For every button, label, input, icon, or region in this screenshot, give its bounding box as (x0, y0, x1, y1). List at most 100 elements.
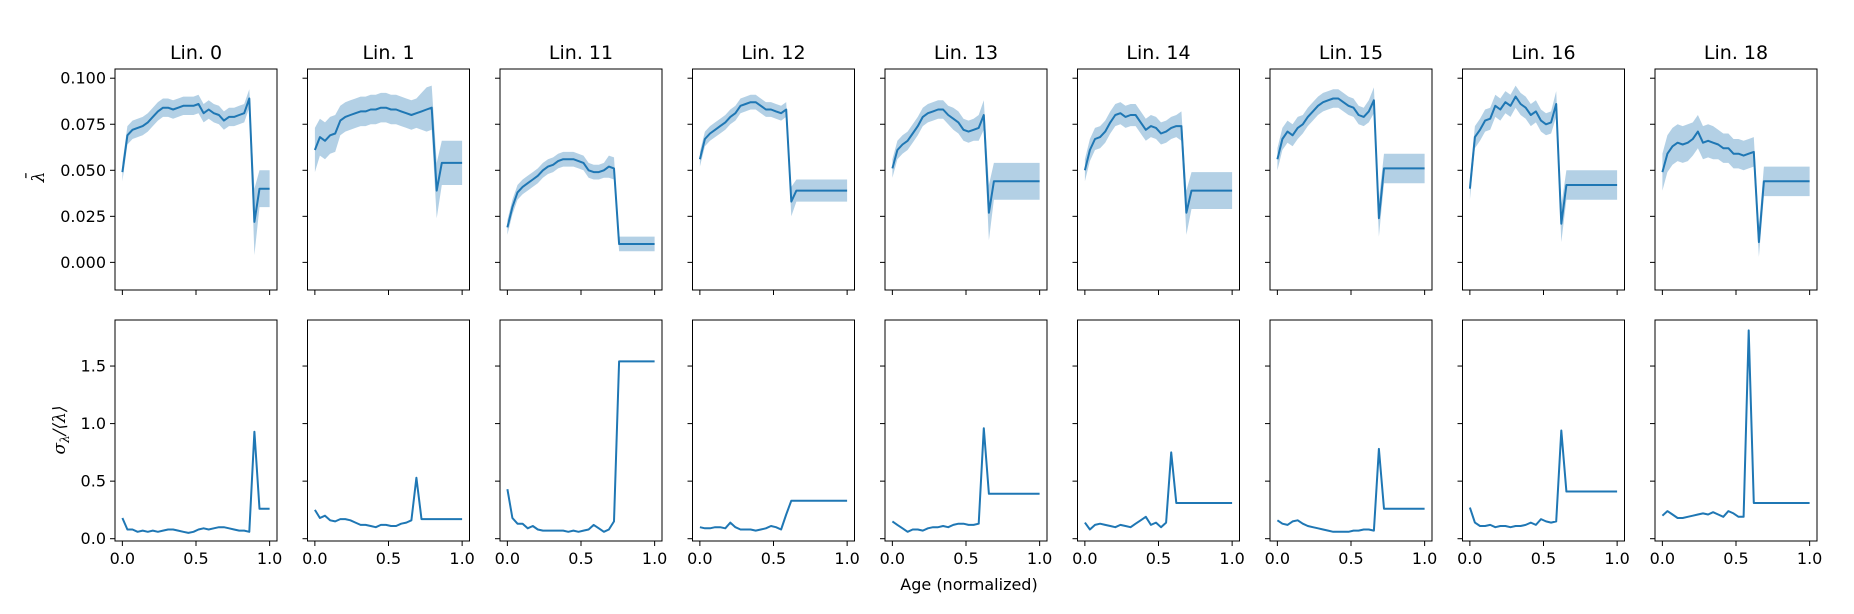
mean-line (121, 97, 270, 223)
x-tick-label: 1.0 (1604, 549, 1629, 568)
confidence-band (892, 100, 1040, 241)
y-tick-label: 0.075 (60, 115, 106, 134)
panel-title: Lin. 11 (549, 42, 613, 64)
y-label-mid: /⟨ (50, 423, 70, 438)
panel-7: Lin. 16 0.0 0.5 1.0 (1457, 42, 1630, 568)
x-tick-label: 0.5 (376, 549, 401, 568)
y-tick-label: 1.5 (81, 357, 106, 376)
x-tick-label: 0.0 (1072, 549, 1097, 568)
panel-title: Lin. 15 (1319, 42, 1383, 64)
confidence-band (1662, 115, 1810, 257)
x-tick-label: 0.0 (880, 549, 905, 568)
mean-line (313, 106, 463, 192)
spread-line (121, 430, 270, 534)
spread-line (891, 427, 1040, 533)
confidence-band (1277, 87, 1425, 237)
bottom-axes-frame (692, 319, 855, 542)
x-tick-label: 0.5 (183, 549, 208, 568)
mean-line (1276, 97, 1425, 220)
x-tick-label: 0.0 (687, 549, 712, 568)
y-label-close: ⟩ (50, 405, 70, 413)
x-tick-label: 0.5 (953, 549, 978, 568)
x-tick-label: 0.0 (302, 549, 327, 568)
x-tick-label: 0.5 (1146, 549, 1171, 568)
x-tick-label: 1.0 (449, 549, 474, 568)
bottom-axes-frame (499, 319, 663, 542)
spread-line (506, 360, 655, 533)
x-tick-label: 0.0 (1457, 549, 1482, 568)
panel-title: Lin. 13 (934, 42, 998, 64)
confidence-band (699, 94, 848, 217)
panel-title: Lin. 14 (1126, 42, 1190, 64)
panel-5: Lin. 14 0.0 0.5 1.0 (1072, 42, 1245, 568)
x-tick-label: 1.0 (257, 549, 282, 568)
spread-line (1661, 329, 1810, 519)
y-axis-label-bottom: σλ/⟨λ⟩ (50, 405, 72, 454)
x-tick-label: 0.0 (495, 549, 520, 568)
x-tick-label: 0.5 (1338, 549, 1363, 568)
x-tick-label: 0.0 (1650, 549, 1675, 568)
panel-title: Lin. 0 (170, 42, 222, 64)
panel-8: Lin. 18 0.0 0.5 1.0 (1650, 42, 1823, 568)
mean-line (1468, 95, 1618, 225)
bottom-axes-frame (307, 319, 470, 542)
x-tick-label: 1.0 (1219, 549, 1244, 568)
confidence-band (314, 85, 463, 219)
panel-4: Lin. 13 0.0 0.5 1.0 (880, 42, 1053, 568)
mean-line (891, 108, 1040, 214)
bottom-axes-frame (1654, 319, 1818, 542)
x-tick-label: 0.5 (1531, 549, 1556, 568)
y-label-bottom-text: σλ/⟨λ⟩ (50, 405, 72, 454)
bottom-axes-frame (1462, 319, 1625, 542)
y-tick-label: 0.5 (81, 472, 106, 491)
confidence-band (1469, 85, 1618, 243)
panel-2: Lin. 11 0.0 0.5 1.0 (495, 42, 668, 568)
y-label-top-accent: ¯ (23, 172, 43, 181)
panel-title: Lin. 12 (741, 42, 805, 64)
confidence-band (1084, 102, 1233, 235)
x-tick-label: 0.5 (1723, 549, 1748, 568)
spread-line (1276, 447, 1425, 533)
confidence-band (122, 89, 270, 255)
x-tick-label: 0.5 (568, 549, 593, 568)
y-tick-label: 0.000 (60, 253, 106, 272)
panel-title: Lin. 1 (362, 42, 414, 64)
y-tick-label: 0.050 (60, 161, 106, 180)
y-tick-label: 1.0 (81, 414, 106, 433)
spread-line (314, 476, 463, 529)
panel-6: Lin. 15 0.0 0.5 1.0 (1265, 42, 1438, 568)
x-tick-label: 0.0 (1265, 549, 1290, 568)
y-axis-label-top: λ ¯ (23, 172, 49, 184)
y-label-lam: λ (50, 412, 70, 424)
panels-group: Lin. 0 0.000 0.025 0.050 0.075 0.100 0.0 0.5 1.0… (60, 42, 1822, 568)
x-tick-label: 0.0 (110, 549, 135, 568)
y-label-sub: λ (58, 435, 72, 444)
y-tick-label: 0.025 (60, 207, 106, 226)
panel-1: Lin. 1 0.0 0.5 1.0 (302, 42, 475, 568)
x-tick-label: 1.0 (1027, 549, 1052, 568)
bottom-axes-frame (1077, 319, 1240, 542)
x-tick-label: 1.0 (642, 549, 667, 568)
y-tick-label: 0.0 (81, 529, 106, 548)
y-label-sigma: σ (50, 443, 70, 455)
bottom-axes-frame (884, 319, 1048, 542)
spread-line (699, 499, 848, 532)
mean-line (698, 101, 848, 203)
x-tick-label: 1.0 (1797, 549, 1822, 568)
bottom-axes-frame (114, 319, 278, 542)
x-tick-label: 1.0 (834, 549, 859, 568)
x-tick-label: 0.5 (761, 549, 786, 568)
x-axis-label: Age (normalized) (900, 575, 1037, 594)
mean-line (1661, 130, 1810, 244)
y-label-top-mark: λ (29, 172, 49, 184)
mean-line (506, 158, 655, 245)
panel-title: Lin. 18 (1704, 42, 1768, 64)
confidence-band (507, 151, 655, 252)
panel-3: Lin. 12 0.0 0.5 1.0 (687, 42, 860, 568)
spread-line (1468, 429, 1618, 529)
panel-title: Lin. 16 (1511, 42, 1575, 64)
spread-line (1084, 451, 1233, 531)
mean-line (1083, 112, 1233, 214)
x-tick-label: 1.0 (1412, 549, 1437, 568)
